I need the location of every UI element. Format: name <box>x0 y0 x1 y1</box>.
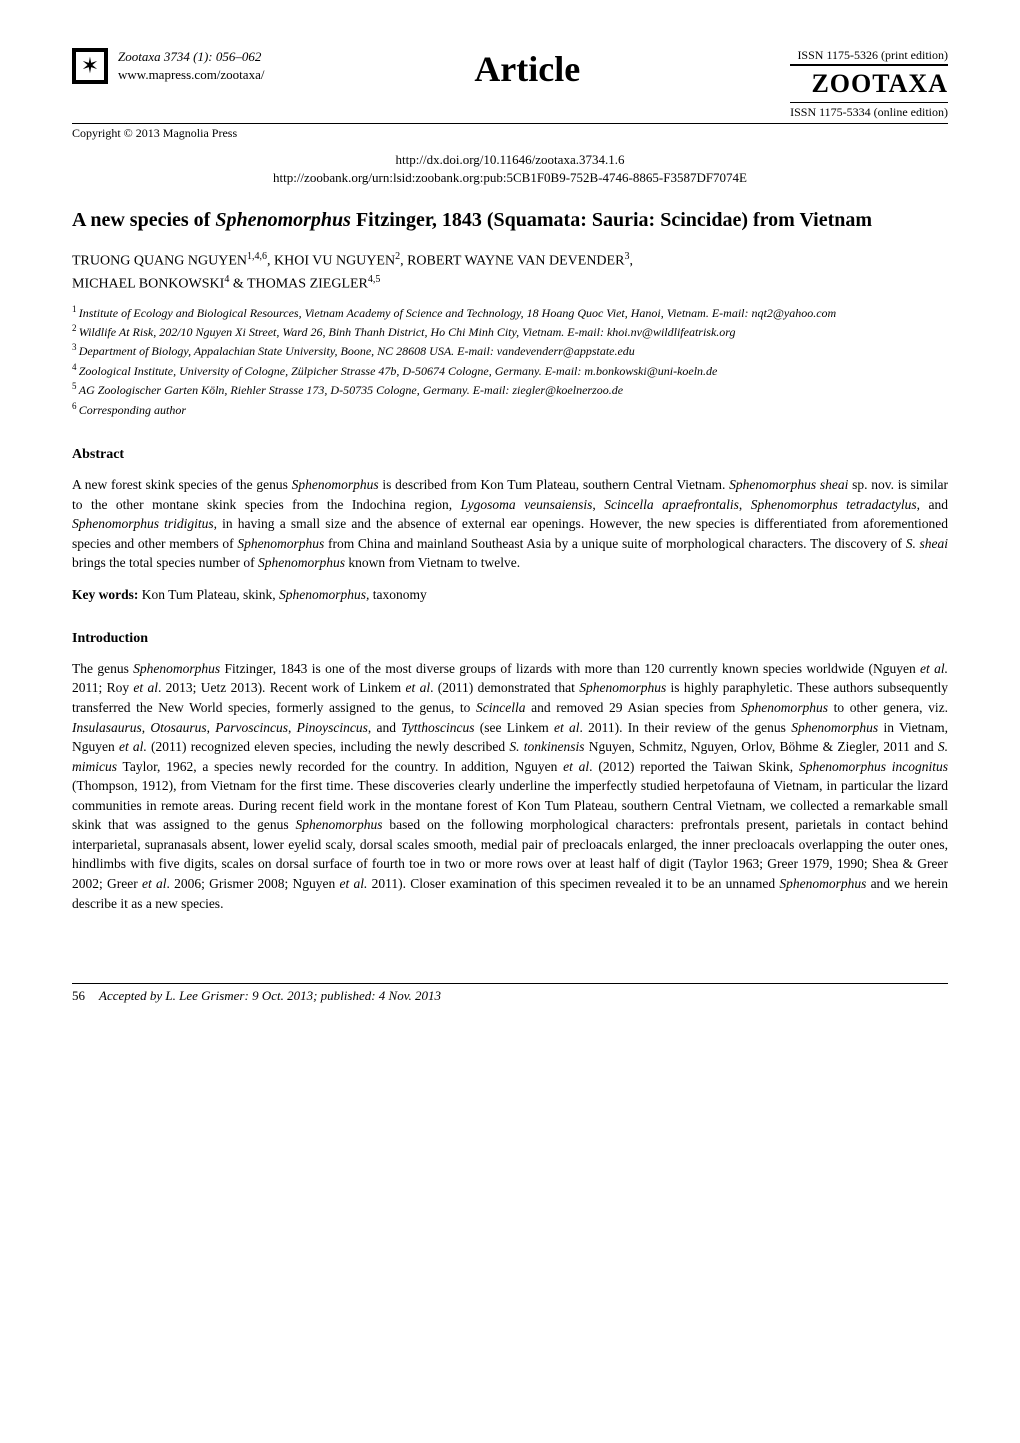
author-sep-1: , KHOI VU NGUYEN <box>267 254 395 269</box>
journal-info: Zootaxa 3734 (1): 056–062 www.mapress.co… <box>118 48 264 83</box>
issn-print: ISSN 1175-5326 (print edition) <box>790 48 948 62</box>
doi-links: http://dx.doi.org/10.11646/zootaxa.3734.… <box>72 151 948 187</box>
title-part-a: A new species of <box>72 209 215 231</box>
affiliation-2: Wildlife At Risk, 202/10 Nguyen Xi Stree… <box>79 325 736 339</box>
header-right: ISSN 1175-5326 (print edition) ZOOTAXA I… <box>790 48 948 119</box>
journal-ref: Zootaxa 3734 (1): 056–062 <box>118 48 264 66</box>
author-sep-3: , <box>629 254 633 269</box>
affiliation-4: Zoological Institute, University of Colo… <box>79 364 718 378</box>
page-number: 56 <box>72 988 85 1004</box>
author-4: MICHAEL BONKOWSKI <box>72 277 224 292</box>
article-label: Article <box>474 48 580 90</box>
author-1-aff: 1,4,6 <box>247 251 267 262</box>
header-row: Zootaxa 3734 (1): 056–062 www.mapress.co… <box>72 48 948 119</box>
paper-title: A new species of Sphenomorphus Fitzinger… <box>72 207 948 233</box>
issn-online: ISSN 1175-5334 (online edition) <box>790 105 948 119</box>
abstract-heading: Abstract <box>72 447 948 463</box>
affiliation-1: Institute of Ecology and Biological Reso… <box>79 306 836 320</box>
author-5-aff: 4,5 <box>368 274 381 285</box>
journal-logo-icon <box>72 48 108 84</box>
zoobank-link: http://zoobank.org/urn:lsid:zoobank.org:… <box>72 169 948 187</box>
affiliations: 1 Institute of Ecology and Biological Re… <box>72 303 948 419</box>
doi-link: http://dx.doi.org/10.11646/zootaxa.3734.… <box>72 151 948 169</box>
authors: TRUONG QUANG NGUYEN1,4,6, KHOI VU NGUYEN… <box>72 249 948 294</box>
journal-brand: ZOOTAXA <box>790 64 948 102</box>
affiliation-6: Corresponding author <box>79 403 186 417</box>
copyright: Copyright © 2013 Magnolia Press <box>72 123 948 141</box>
author-1: TRUONG QUANG NGUYEN <box>72 254 247 269</box>
footer: 56 Accepted by L. Lee Grismer: 9 Oct. 20… <box>72 983 948 1004</box>
abstract-body: A new forest skink species of the genus … <box>72 475 948 573</box>
affiliation-5: AG Zoologischer Garten Köln, Riehler Str… <box>79 383 623 397</box>
title-genus: Sphenomorphus <box>215 209 351 231</box>
introduction-body: The genus Sphenomorphus Fitzinger, 1843 … <box>72 659 948 913</box>
title-part-c: Fitzinger, 1843 (Squamata: Sauria: Scinc… <box>351 209 872 231</box>
introduction-heading: Introduction <box>72 631 948 647</box>
affiliation-3: Department of Biology, Appalachian State… <box>79 344 635 358</box>
author-sep-2: , ROBERT WAYNE VAN DEVENDER <box>400 254 624 269</box>
keywords-label: Key words: <box>72 587 138 602</box>
keywords: Key words: Kon Tum Plateau, skink, Sphen… <box>72 587 948 603</box>
header-left: Zootaxa 3734 (1): 056–062 www.mapress.co… <box>72 48 264 84</box>
journal-url: www.mapress.com/zootaxa/ <box>118 66 264 84</box>
author-sep-4: & THOMAS ZIEGLER <box>229 277 368 292</box>
accepted-line: Accepted by L. Lee Grismer: 9 Oct. 2013;… <box>99 988 441 1004</box>
